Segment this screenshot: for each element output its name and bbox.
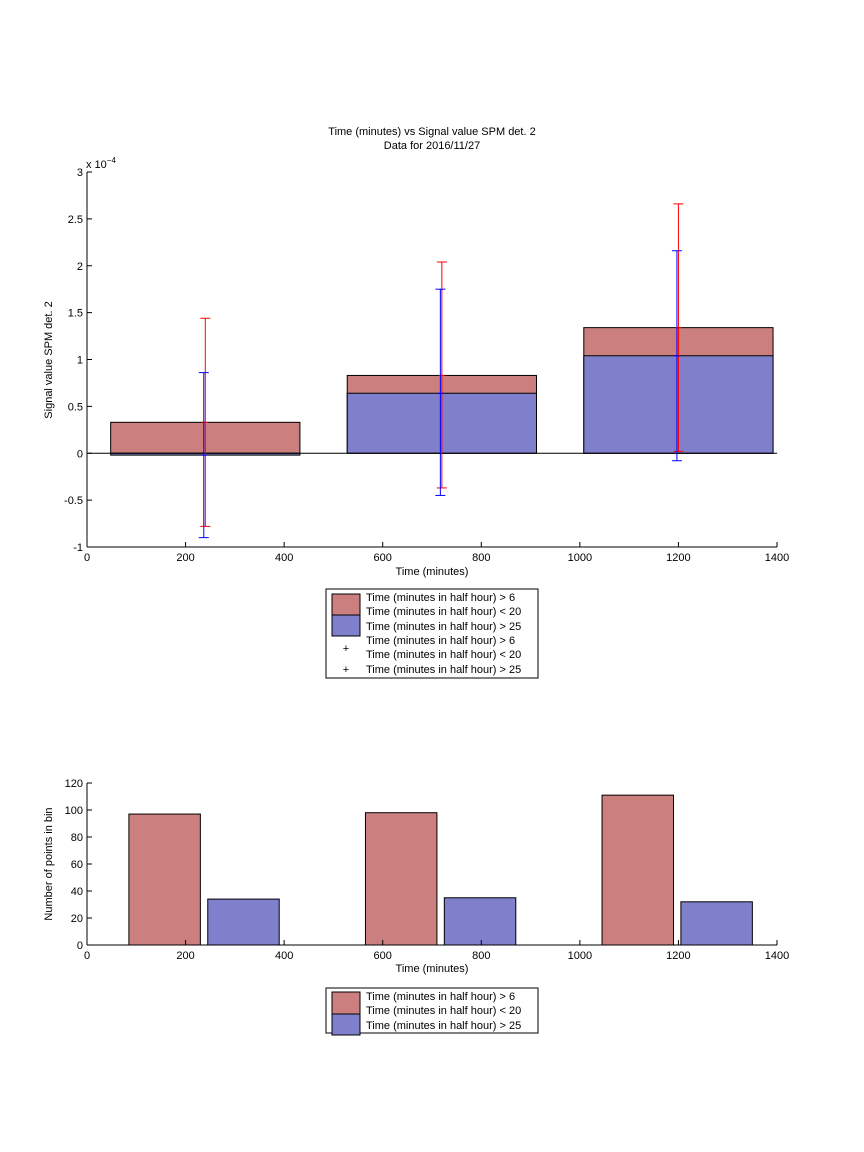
- bottom-y-tick-label: 0: [77, 940, 83, 952]
- top-y-tick-label: 3: [77, 167, 83, 179]
- bottom-y-tick-label: 20: [71, 913, 83, 925]
- top-plot-area: 0 200 400 600 800 1000 1200 1400 -1 -0.5 0 0.5 1 1.5 2…: [64, 167, 789, 564]
- top-y-tick-label: 1.5: [68, 308, 83, 320]
- count-bar-red: [601, 794, 674, 946]
- count-bar-blue: [680, 901, 753, 946]
- top-legend: Time (minutes in half hour) > 6 Time (mi…: [325, 588, 539, 679]
- bottom-x-tick-label: 800: [472, 950, 490, 962]
- bottom-x-tick-label: 1400: [765, 950, 789, 962]
- top-y-tick-label: -0.5: [64, 495, 83, 507]
- y-exponent-label: x 10−4: [86, 156, 116, 171]
- bottom-y-axis-label: Number of points in bin: [43, 807, 55, 920]
- top-y-tick-label: 2: [77, 261, 83, 273]
- top-x-tick-label: 1200: [666, 552, 690, 564]
- legend-swatch-red: [331, 593, 361, 616]
- bottom-y-tick-label: 80: [71, 832, 83, 844]
- bottom-legend-item-2: Time (minutes in half hour) < 20: [366, 1005, 521, 1017]
- top-x-tick-label: 600: [374, 552, 392, 564]
- bottom-x-tick-label: 0: [84, 950, 90, 962]
- legend-swatch-red: [331, 991, 361, 1015]
- bottom-y-tick-label: 100: [65, 805, 83, 817]
- legend-marker-blue-plus: +: [343, 664, 349, 676]
- top-legend-item-4: Time (minutes in half hour) > 6: [366, 635, 515, 647]
- count-bar-blue: [207, 898, 280, 946]
- top-legend-item-1: Time (minutes in half hour) > 6: [366, 592, 515, 604]
- legend-swatch-blue: [331, 614, 361, 637]
- top-x-tick-label: 1000: [568, 552, 592, 564]
- bottom-plot-area: 0 200 400 600 800 1000 1200 1400 0 20 40 60 80 100 120: [65, 778, 790, 962]
- y-exponent-base: x 10: [86, 159, 107, 171]
- bottom-x-tick-label: 400: [275, 950, 293, 962]
- top-x-tick-label: 800: [472, 552, 490, 564]
- bottom-legend: Time (minutes in half hour) > 6 Time (mi…: [325, 987, 539, 1036]
- top-x-tick-label: 200: [176, 552, 194, 564]
- top-x-tick-label: 400: [275, 552, 293, 564]
- bottom-x-tick-label: 600: [374, 950, 392, 962]
- bottom-y-tick-label: 120: [65, 778, 83, 790]
- count-bar-red: [128, 813, 201, 946]
- count-bar-blue: [443, 897, 517, 946]
- legend-marker-red-plus: +: [343, 643, 349, 655]
- count-bar-red: [364, 812, 438, 946]
- chart-subtitle: Data for 2016/11/27: [384, 140, 480, 152]
- top-y-tick-label: 1: [77, 355, 83, 367]
- top-x-tick-label: 1400: [765, 552, 789, 564]
- bottom-legend-item-1: Time (minutes in half hour) > 6: [366, 991, 515, 1003]
- top-legend-item-3: Time (minutes in half hour) > 25: [366, 621, 521, 633]
- chart-title: Time (minutes) vs Signal value SPM det. …: [328, 126, 535, 138]
- bottom-y-tick-label: 60: [71, 859, 83, 871]
- bottom-x-axis-label: Time (minutes): [396, 963, 469, 975]
- top-y-tick-label: 0: [77, 448, 83, 460]
- bottom-x-tick-label: 200: [176, 950, 194, 962]
- y-exponent-power: −4: [107, 156, 117, 165]
- bottom-legend-item-3: Time (minutes in half hour) > 25: [366, 1020, 521, 1032]
- top-legend-item-6: Time (minutes in half hour) > 25: [366, 664, 521, 676]
- top-legend-item-5: Time (minutes in half hour) < 20: [366, 649, 521, 661]
- top-y-tick-label: -1: [73, 542, 83, 554]
- top-y-axis-label: Signal value SPM det. 2: [43, 301, 55, 418]
- bottom-y-tick-label: 40: [71, 886, 83, 898]
- top-x-axis-label: Time (minutes): [396, 566, 469, 578]
- top-y-tick-label: 2.5: [68, 214, 83, 226]
- top-legend-item-2: Time (minutes in half hour) < 20: [366, 606, 521, 618]
- bottom-legend-box: [325, 987, 539, 1034]
- top-legend-box: [325, 588, 539, 679]
- top-x-tick-label: 0: [84, 552, 90, 564]
- legend-swatch-blue: [331, 1013, 361, 1036]
- bottom-x-tick-label: 1000: [568, 950, 592, 962]
- bottom-x-tick-label: 1200: [666, 950, 690, 962]
- top-y-tick-label: 0.5: [68, 401, 83, 413]
